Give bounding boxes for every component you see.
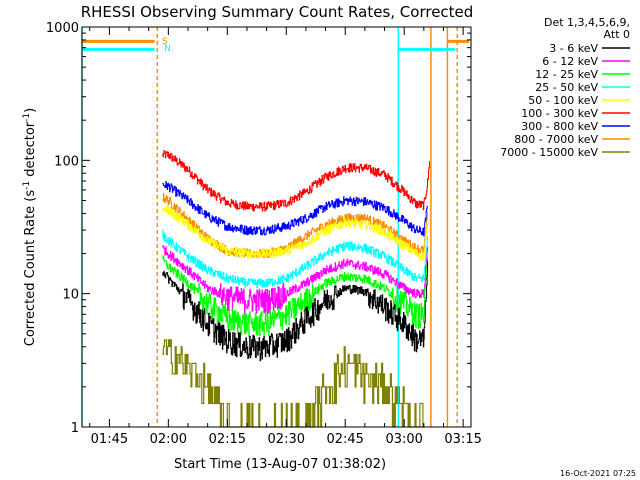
x-tick-label-5: 03:00 xyxy=(385,432,422,447)
marker-label-0: S xyxy=(162,37,168,47)
y-axis-label: Corrected Count Rate (s-1 detector-1) xyxy=(22,108,38,346)
y-tick-label-2: 100 xyxy=(54,154,79,169)
y-tick-label-0: 1 xyxy=(71,421,79,436)
legend-label-0: 3 - 6 keV xyxy=(549,42,598,55)
series-line-8 xyxy=(162,339,424,428)
series-line-0 xyxy=(162,149,430,212)
legend-label-8: 7000 - 15000 keV xyxy=(500,146,598,159)
chart-title: RHESSI Observing Summary Count Rates, Co… xyxy=(81,3,474,21)
x-tick-label-4: 02:45 xyxy=(326,432,363,447)
y-axis-label-mid: detector xyxy=(23,121,38,181)
footer-timestamp: 16-Oct-2021 07:25 xyxy=(560,469,636,478)
legend-label-5: 100 - 300 keV xyxy=(521,107,598,120)
x-tick-label-0: 01:45 xyxy=(91,432,128,447)
x-tick-label-6: 03:15 xyxy=(444,432,481,447)
series-line-6 xyxy=(162,255,428,338)
y-axis-label-main: Corrected Count Rate (s xyxy=(23,190,38,347)
x-axis-label: Start Time (13-Aug-07 01:38:02) xyxy=(174,457,386,472)
x-tick-label-1: 02:00 xyxy=(150,432,187,447)
x-tick-label-3: 02:30 xyxy=(268,432,305,447)
series-line-1 xyxy=(162,181,428,237)
y-tick-label-3: 1000 xyxy=(46,21,79,36)
legend-label-4: 50 - 100 keV xyxy=(528,94,598,107)
x-tick-label-2: 02:15 xyxy=(209,432,246,447)
y-axis-label-end: ) xyxy=(23,108,38,113)
series-line-3 xyxy=(162,205,428,261)
legend-label-2: 12 - 25 keV xyxy=(535,68,598,81)
series-line-5 xyxy=(162,245,428,315)
marker-label-1: N xyxy=(164,44,171,54)
plot-area: 01:45 02:00 02:15 02:30 02:45 03:00 03:15 1101… xyxy=(46,21,482,447)
legend-label-6: 300 - 800 keV xyxy=(521,120,598,133)
legend-label-1: 6 - 12 keV xyxy=(542,55,598,68)
y-axis-label-sup1: -1 xyxy=(22,181,32,190)
plot-frame xyxy=(81,26,472,428)
legend-header-line2: Att 0 xyxy=(604,28,630,41)
y-axis: 1 10 100 1000 xyxy=(46,21,471,436)
y-tick-label-1: 10 xyxy=(62,288,79,303)
series-line-4 xyxy=(162,229,428,289)
legend-header-line1: Det 1,3,4,5,6,9, xyxy=(544,16,630,29)
series-line-7 xyxy=(162,260,428,362)
legend-label-7: 800 - 7000 keV xyxy=(514,133,598,146)
x-axis: 01:45 02:00 02:15 02:30 02:45 03:00 03:15 xyxy=(89,27,482,447)
legend-label-3: 25 - 50 keV xyxy=(535,81,598,94)
marker-label-layer: SN xyxy=(162,37,171,54)
series-layer xyxy=(162,149,430,428)
y-axis-label-sup2: -1 xyxy=(22,113,32,122)
